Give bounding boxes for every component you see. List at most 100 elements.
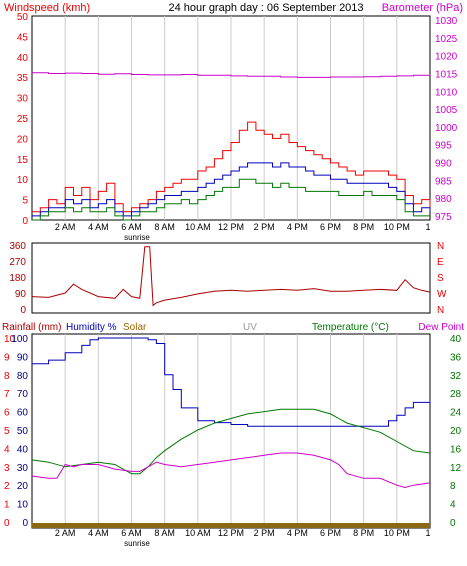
direction-ticks: 0 90 180 270 360	[9, 241, 26, 316]
x-tick-label: 2 PM	[254, 528, 275, 538]
uv-label: UV	[243, 322, 257, 333]
temperature-tick-label: 4	[450, 500, 456, 511]
rainfall-tick-label: 6	[4, 408, 10, 419]
barometer-ticks: 975 980 985 990 995 1000 1005 1010 1015 1020 1025 1…	[435, 16, 458, 223]
x-tick-label-end: 1	[425, 222, 430, 232]
x-tick-label: 8 PM	[353, 222, 374, 232]
windspeed-tick-label: 45	[17, 32, 29, 43]
compass-label: N	[437, 305, 444, 316]
windspeed-tick-label: 0	[22, 216, 28, 227]
series-average	[32, 162, 431, 217]
windspeed-axis-label: Windspeed (kmh)	[4, 2, 90, 14]
barometer-tick-label: 1000	[435, 123, 458, 134]
humidity-label: Humidity %	[66, 322, 117, 333]
rainfall-tick-label: 9	[4, 352, 10, 363]
rainfall-tick-label: 1	[4, 500, 10, 511]
x-tick-label: 2 PM	[254, 222, 275, 232]
barometer-tick-label: 1015	[435, 69, 458, 80]
rainfall-tick-label: 2	[4, 481, 10, 492]
series-dew-point	[31, 452, 431, 489]
x-tick-label: 12 PM	[218, 528, 244, 538]
x-tick-label: 6 PM	[320, 222, 341, 232]
barometer-tick-label: 985	[435, 176, 452, 187]
barometer-tick-label: 1005	[435, 105, 458, 116]
compass-label: S	[437, 273, 444, 284]
x-tick-label: 6 PM	[320, 528, 341, 538]
temperature-tick-label: 12	[450, 463, 462, 474]
barometer-tick-label: 1025	[435, 34, 458, 45]
barometer-tick-label: 1020	[435, 52, 458, 63]
direction-tick-label: 90	[15, 289, 27, 300]
solar-label: Solar	[123, 322, 147, 333]
temperature-tick-label: 36	[450, 352, 462, 363]
series-gust	[32, 121, 431, 213]
temperature-tick-label: 8	[450, 481, 456, 492]
rainfall-tick-label: 7	[4, 389, 10, 400]
temperature-tick-label: 20	[450, 426, 462, 437]
dewpoint-label: Dew Point	[418, 322, 464, 333]
windspeed-tick-label: 10	[17, 175, 29, 186]
direction-tick-label: 180	[9, 273, 26, 284]
temperature-tick-label: 24	[450, 408, 462, 419]
windspeed-tick-label: 5	[22, 196, 28, 207]
barometer-tick-label: 995	[435, 141, 452, 152]
x-tick-label: 12 PM	[218, 222, 244, 232]
windspeed-tick-label: 35	[17, 73, 29, 84]
wind-series	[32, 72, 431, 221]
humidity-tick-label: 60	[17, 408, 29, 419]
humidity-tick-label: 30	[17, 463, 29, 474]
x-tick-label: 4 PM	[287, 222, 308, 232]
humidity-tick-label: 0	[22, 518, 28, 529]
humidity-tick-label: 50	[17, 426, 29, 437]
humidity-tick-label: 10	[17, 500, 29, 511]
rainfall-tick-label: 5	[4, 426, 10, 437]
barometer-tick-label: 980	[435, 194, 452, 205]
sunrise-label-bottom: sunrise	[124, 539, 150, 548]
direction-tick-label: 270	[9, 257, 26, 268]
x-axis-ticks-bottom: 2 AM 4 AM 6 AM 8 AM 10 AM 12 PM 2 PM 4 PM 6 PM 8 …	[55, 334, 431, 538]
series-minimum	[32, 178, 430, 221]
rainfall-tick-label: 8	[4, 371, 10, 382]
chart-title: 24 hour graph day : 06 September 2013	[168, 2, 363, 14]
direction-series	[31, 246, 431, 307]
direction-plot-frame	[31, 242, 431, 314]
rainfall-label: Rainfall (mm)	[2, 322, 61, 333]
temp-humidity-chart: Rainfall (mm) Humidity % Solar UV Temper…	[2, 322, 464, 548]
direction-tick-label: 0	[20, 305, 26, 316]
windspeed-tick-label: 15	[17, 155, 29, 166]
sunrise-label: sunrise	[124, 233, 150, 242]
windspeed-tick-label: 40	[17, 53, 29, 64]
x-axis-ticks: 2 AM 4 AM 6 AM 8 AM 10 AM 12 PM 2 PM 4 PM 6 PM 8 …	[55, 16, 431, 232]
barometer-tick-label: 1030	[435, 16, 458, 27]
x-tick-label: 8 AM	[154, 528, 175, 538]
x-tick-label: 8 AM	[154, 222, 175, 232]
wind-barometer-chart: Windspeed (kmh) 24 hour graph day : 06 S…	[4, 2, 463, 242]
x-tick-label: 6 AM	[121, 528, 142, 538]
humidity-tick-label: 100	[11, 334, 28, 345]
humidity-tick-label: 70	[17, 389, 29, 400]
temperature-tick-label: 0	[450, 518, 456, 529]
x-tick-label-end: 1	[425, 528, 430, 538]
series-temperature	[31, 408, 431, 475]
x-tick-label: 2 AM	[55, 528, 76, 538]
x-tick-label: 2 AM	[55, 222, 76, 232]
temperature-tick-label: 40	[450, 334, 462, 345]
x-tick-label: 10 AM	[185, 528, 211, 538]
x-tick-label: 10 PM	[384, 528, 410, 538]
temperature-ticks: 0 4 8 12 16 20 24 28 32 36 40	[450, 334, 462, 529]
temp-series	[31, 337, 431, 528]
x-tick-label: 10 PM	[384, 222, 410, 232]
barometer-tick-label: 975	[435, 212, 452, 223]
humidity-tick-label: 20	[17, 481, 29, 492]
x-tick-label: 4 PM	[287, 528, 308, 538]
temperature-tick-label: 32	[450, 371, 462, 382]
series-humidity	[32, 337, 431, 427]
x-tick-label: 10 AM	[185, 222, 211, 232]
temperature-tick-label: 16	[450, 444, 462, 455]
x-tick-label: 4 AM	[88, 528, 109, 538]
barometer-tick-label: 990	[435, 159, 452, 170]
rainfall-tick-label: 3	[4, 463, 10, 474]
